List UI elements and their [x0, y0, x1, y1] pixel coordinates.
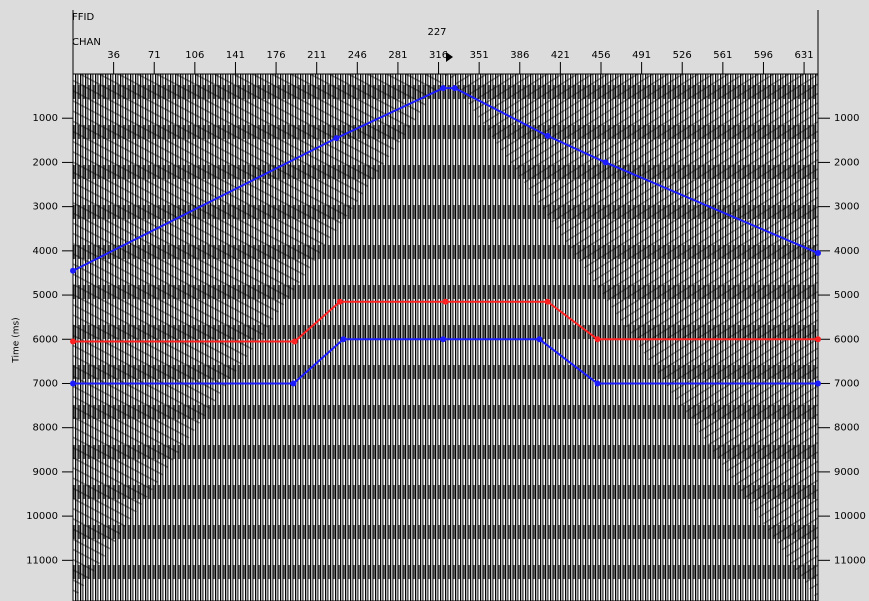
pick-point: [451, 85, 458, 92]
pick-point: [70, 267, 76, 274]
y-tick-label: 7000: [834, 378, 859, 389]
x-tick-label: 421: [551, 50, 570, 61]
x-tick-label: 526: [673, 50, 692, 61]
header-value: 227: [427, 27, 446, 38]
pick-point: [70, 338, 76, 345]
y-tick-label: 8000: [834, 423, 859, 434]
x-tick-label: 71: [148, 50, 161, 61]
x-tick-label: 106: [185, 50, 204, 61]
y-tick-label: 11000: [26, 555, 58, 566]
pick-point: [70, 380, 76, 387]
x-tick-label: 36: [107, 50, 120, 61]
pick-point: [815, 336, 821, 343]
seismic-texture: [73, 74, 448, 601]
y-tick-label: 9000: [834, 467, 859, 478]
y-tick-label: 2000: [834, 157, 859, 168]
x-tick-label: 316: [429, 50, 448, 61]
pick-point: [815, 380, 821, 387]
y-tick-label: 6000: [33, 334, 58, 345]
y-tick-label: 2000: [33, 157, 58, 168]
pick-point: [536, 336, 543, 343]
seismic-texture: [448, 74, 818, 601]
pick-point: [440, 336, 447, 343]
pick-point: [291, 338, 298, 345]
pick-point: [336, 298, 343, 305]
pick-point: [594, 380, 601, 387]
y-tick-label: 4000: [834, 246, 859, 257]
pick-point: [602, 159, 609, 166]
header-label: FFID: [72, 12, 94, 23]
y-tick-label: 5000: [834, 290, 859, 301]
x-tick-label: 281: [388, 50, 407, 61]
y-tick-label: 3000: [834, 202, 859, 213]
pick-point: [440, 85, 447, 92]
y-tick-label: 9000: [33, 467, 58, 478]
pick-point: [815, 250, 821, 257]
y-tick-label: 10000: [834, 511, 866, 522]
x-tick-label: 141: [226, 50, 245, 61]
x-tick-label: 596: [754, 50, 773, 61]
y-tick-label: 1000: [834, 113, 859, 124]
x-tick-label: 246: [348, 50, 367, 61]
x-tick-label: 351: [470, 50, 489, 61]
pick-point: [544, 132, 551, 139]
x-tick-label: 491: [632, 50, 651, 61]
y-tick-label: 7000: [33, 378, 58, 389]
x-tick-label: 211: [307, 50, 326, 61]
y-tick-label: 3000: [33, 202, 58, 213]
y-tick-label: 6000: [834, 334, 859, 345]
header-marker: [446, 52, 453, 62]
x-axis-label: CHAN: [72, 37, 101, 48]
y-tick-label: 11000: [834, 555, 866, 566]
x-tick-label: 631: [795, 50, 814, 61]
pick-point: [594, 336, 601, 343]
y-tick-label: 10000: [26, 511, 58, 522]
x-tick-label: 176: [267, 50, 286, 61]
pick-point: [333, 135, 340, 142]
y-tick-label: 1000: [33, 113, 58, 124]
y-axis-label: Time (ms): [12, 317, 22, 363]
y-tick-label: 8000: [33, 423, 58, 434]
y-tick-label: 4000: [33, 246, 58, 257]
x-tick-label: 561: [713, 50, 732, 61]
pick-point: [340, 336, 347, 343]
pick-point: [290, 380, 297, 387]
pick-point: [442, 298, 449, 305]
y-tick-label: 5000: [33, 290, 58, 301]
pick-point: [544, 298, 551, 305]
x-tick-label: 456: [591, 50, 610, 61]
x-tick-label: 386: [510, 50, 529, 61]
